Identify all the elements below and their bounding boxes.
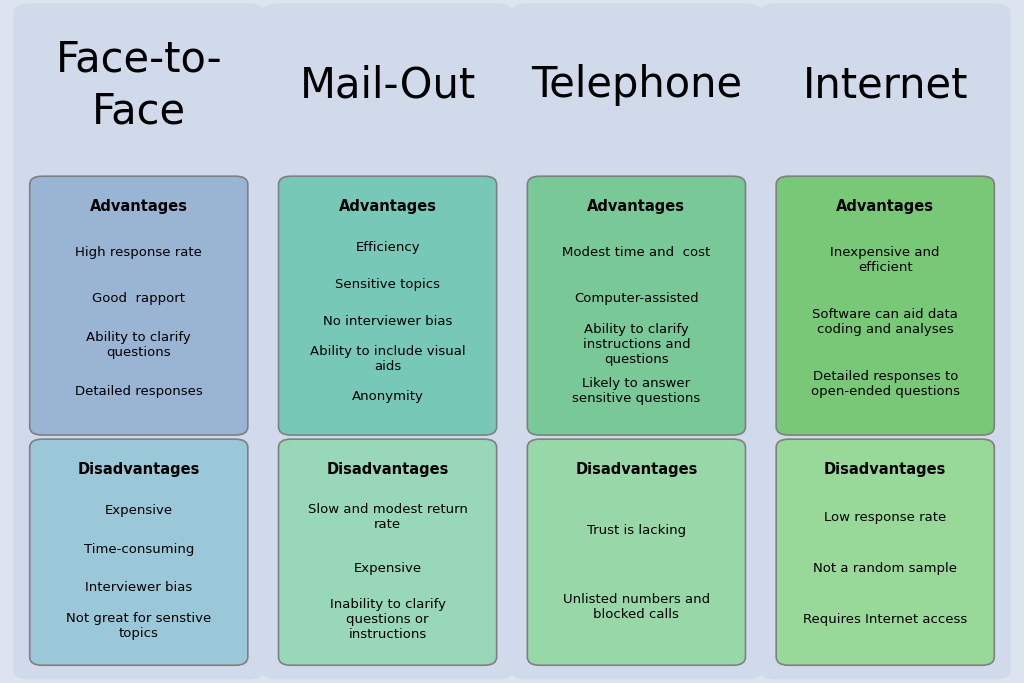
FancyBboxPatch shape (527, 176, 745, 435)
Text: Good  rapport: Good rapport (92, 292, 185, 305)
Text: High response rate: High response rate (76, 245, 202, 259)
Text: Not great for senstive
topics: Not great for senstive topics (67, 612, 211, 639)
Text: Inexpensive and
efficient: Inexpensive and efficient (830, 246, 940, 274)
Text: Disadvantages: Disadvantages (327, 462, 449, 477)
Text: Not a random sample: Not a random sample (813, 561, 957, 575)
FancyBboxPatch shape (13, 3, 264, 680)
Text: Advantages: Advantages (339, 199, 436, 214)
Text: Expensive: Expensive (104, 504, 173, 518)
Text: Slow and modest return
rate: Slow and modest return rate (307, 503, 468, 531)
Text: Disadvantages: Disadvantages (575, 462, 697, 477)
FancyBboxPatch shape (262, 3, 513, 680)
Text: Detailed responses: Detailed responses (75, 385, 203, 398)
Text: Efficiency: Efficiency (355, 241, 420, 254)
FancyBboxPatch shape (279, 439, 497, 665)
FancyBboxPatch shape (527, 439, 745, 665)
Text: Mail-Out: Mail-Out (299, 64, 476, 107)
Text: Modest time and  cost: Modest time and cost (562, 245, 711, 259)
FancyBboxPatch shape (279, 176, 497, 435)
Text: Requires Internet access: Requires Internet access (803, 613, 968, 626)
Text: Software can aid data
coding and analyses: Software can aid data coding and analyse… (812, 308, 958, 335)
FancyBboxPatch shape (30, 176, 248, 435)
Text: Inability to clarify
questions or
instructions: Inability to clarify questions or instru… (330, 598, 445, 641)
Text: Expensive: Expensive (353, 561, 422, 575)
FancyBboxPatch shape (30, 439, 248, 665)
FancyBboxPatch shape (776, 176, 994, 435)
Text: Computer-assisted: Computer-assisted (574, 292, 698, 305)
Text: Advantages: Advantages (588, 199, 685, 214)
Text: Anonymity: Anonymity (351, 389, 424, 402)
Text: Ability to clarify
questions: Ability to clarify questions (86, 331, 191, 359)
Text: Interviewer bias: Interviewer bias (85, 581, 193, 594)
Text: Face-to-
Face: Face-to- Face (55, 38, 222, 133)
Text: Disadvantages: Disadvantages (824, 462, 946, 477)
FancyBboxPatch shape (511, 3, 762, 680)
FancyBboxPatch shape (760, 3, 1011, 680)
Text: Advantages: Advantages (90, 199, 187, 214)
Text: Telephone: Telephone (530, 64, 742, 107)
Text: Advantages: Advantages (837, 199, 934, 214)
Text: Time-consuming: Time-consuming (84, 542, 194, 556)
Text: Ability to clarify
instructions and
questions: Ability to clarify instructions and ques… (583, 324, 690, 366)
Text: Sensitive topics: Sensitive topics (335, 278, 440, 291)
Text: Ability to include visual
aids: Ability to include visual aids (310, 345, 465, 373)
Text: No interviewer bias: No interviewer bias (323, 315, 453, 329)
Text: Low response rate: Low response rate (824, 511, 946, 524)
Text: Detailed responses to
open-ended questions: Detailed responses to open-ended questio… (811, 370, 959, 398)
Text: Disadvantages: Disadvantages (78, 462, 200, 477)
Text: Internet: Internet (803, 64, 968, 107)
FancyBboxPatch shape (776, 439, 994, 665)
Text: Likely to answer
sensitive questions: Likely to answer sensitive questions (572, 378, 700, 405)
Text: Unlisted numbers and
blocked calls: Unlisted numbers and blocked calls (563, 593, 710, 620)
Text: Trust is lacking: Trust is lacking (587, 523, 686, 537)
